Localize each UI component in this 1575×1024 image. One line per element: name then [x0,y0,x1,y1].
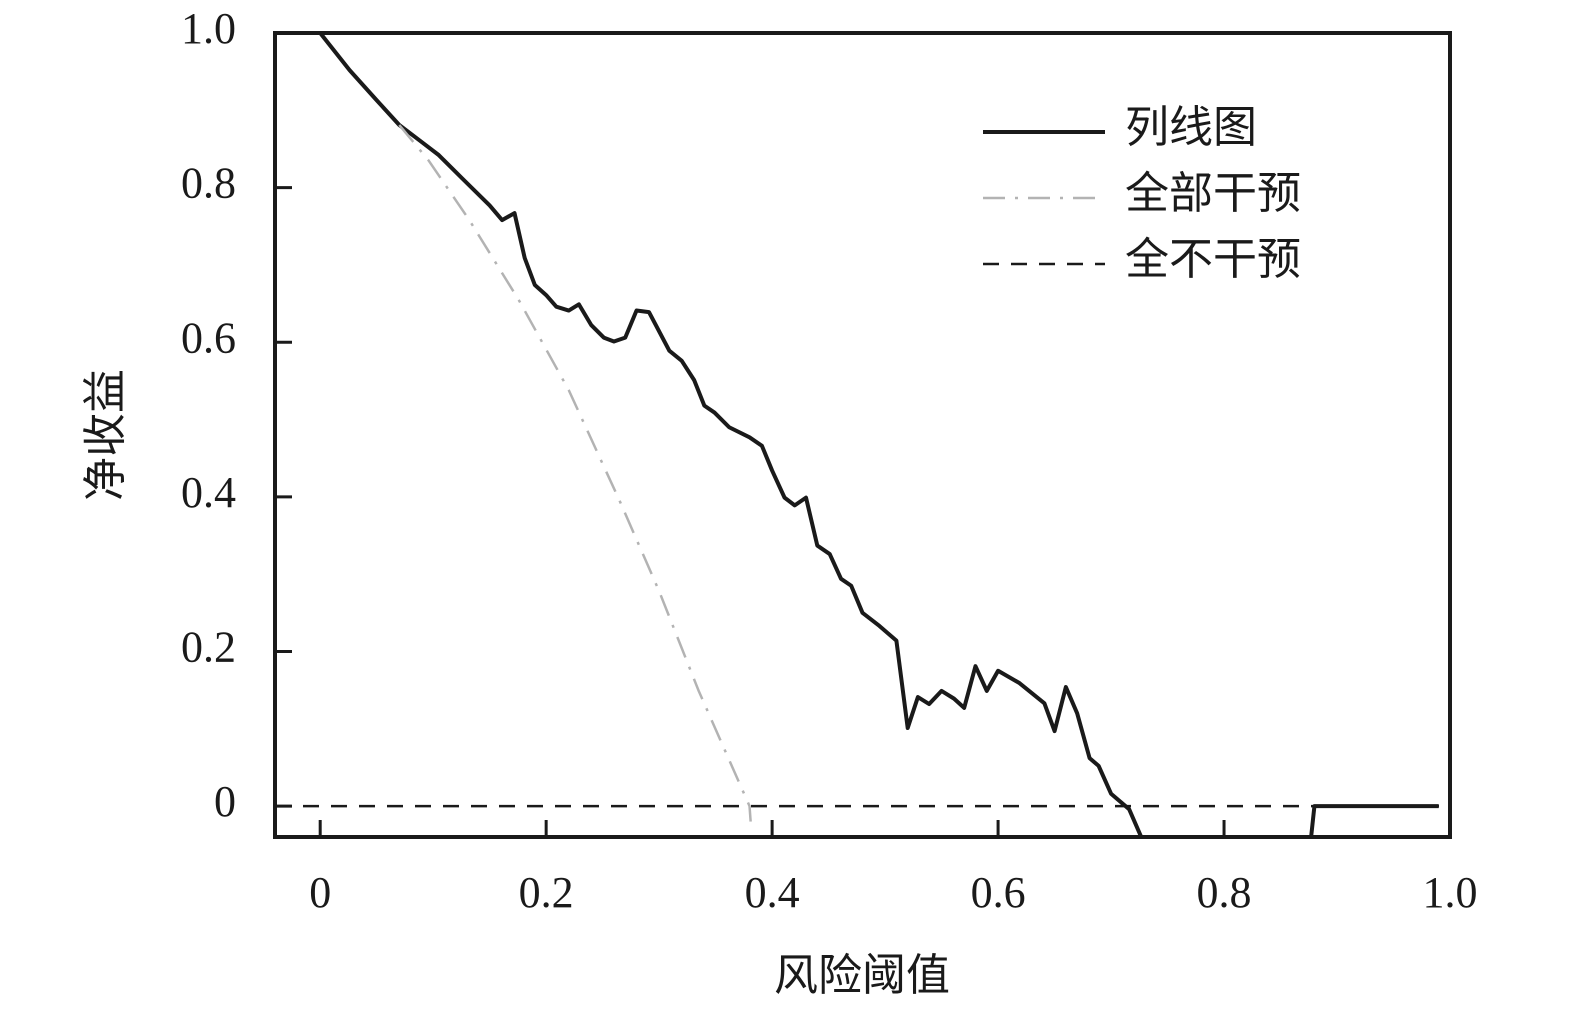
legend-label: 全部干预 [1125,169,1301,218]
series-line [318,33,1439,837]
y-tick-label: 0.2 [181,623,236,672]
plot-lines [275,33,1450,837]
y-tick-label: 0.6 [181,313,236,362]
y-axis-label: 净收益 [81,369,130,501]
x-tick-label: 0.4 [745,868,800,917]
y-tick-label: 0 [214,777,236,826]
plot-frame [273,31,1452,839]
y-tick-label: 1.0 [181,4,236,53]
y-tick-label: 0.8 [181,159,236,208]
x-tick-label: 0.2 [519,868,574,917]
series-line [398,124,752,822]
legend-label: 列线图 [1125,103,1257,152]
x-tick-label: 0 [309,868,331,917]
x-tick-label: 0.8 [1197,868,1252,917]
y-tick-label: 0.4 [181,468,236,517]
x-axis-label: 风险阈值 [774,951,950,1000]
x-tick-label: 1.0 [1423,868,1478,917]
x-tick-label: 0.6 [971,868,1026,917]
legend-label: 全不干预 [1125,235,1301,284]
